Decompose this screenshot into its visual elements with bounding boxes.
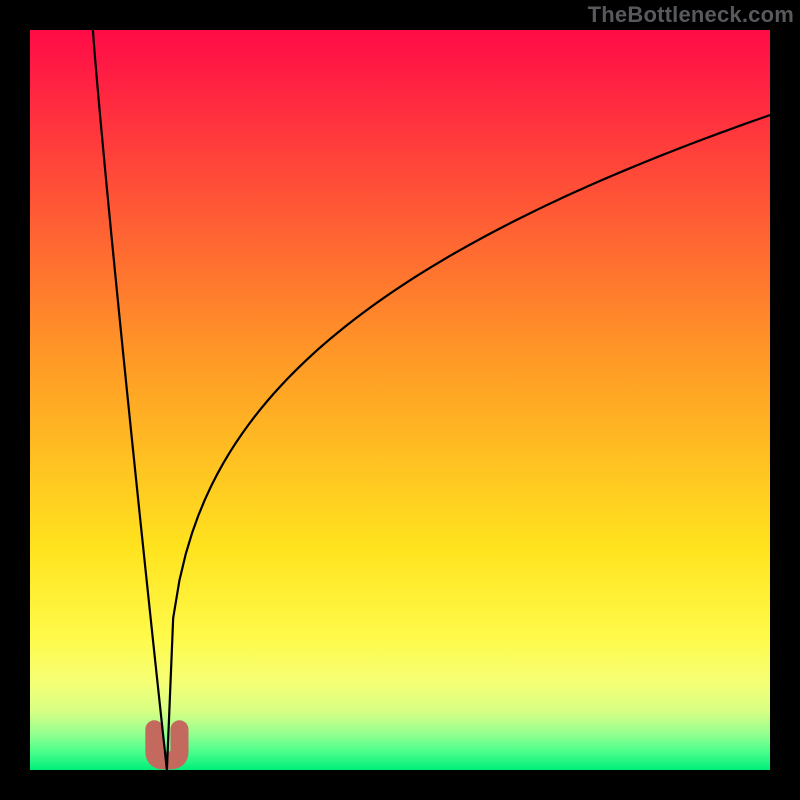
- chart-container: TheBottleneck.com: [0, 0, 800, 800]
- watermark-text: TheBottleneck.com: [588, 2, 794, 28]
- chart-overlay: [30, 30, 770, 770]
- plot-area: [30, 30, 770, 770]
- bottleneck-curve: [93, 30, 770, 770]
